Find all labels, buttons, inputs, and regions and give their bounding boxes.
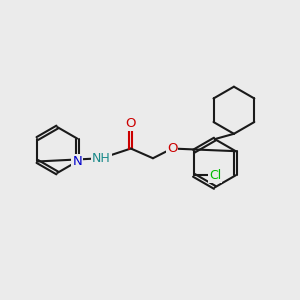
Text: O: O [126, 117, 136, 130]
Text: Cl: Cl [209, 169, 221, 182]
Text: O: O [167, 142, 177, 155]
Text: N: N [72, 155, 82, 168]
Text: NH: NH [92, 152, 111, 165]
